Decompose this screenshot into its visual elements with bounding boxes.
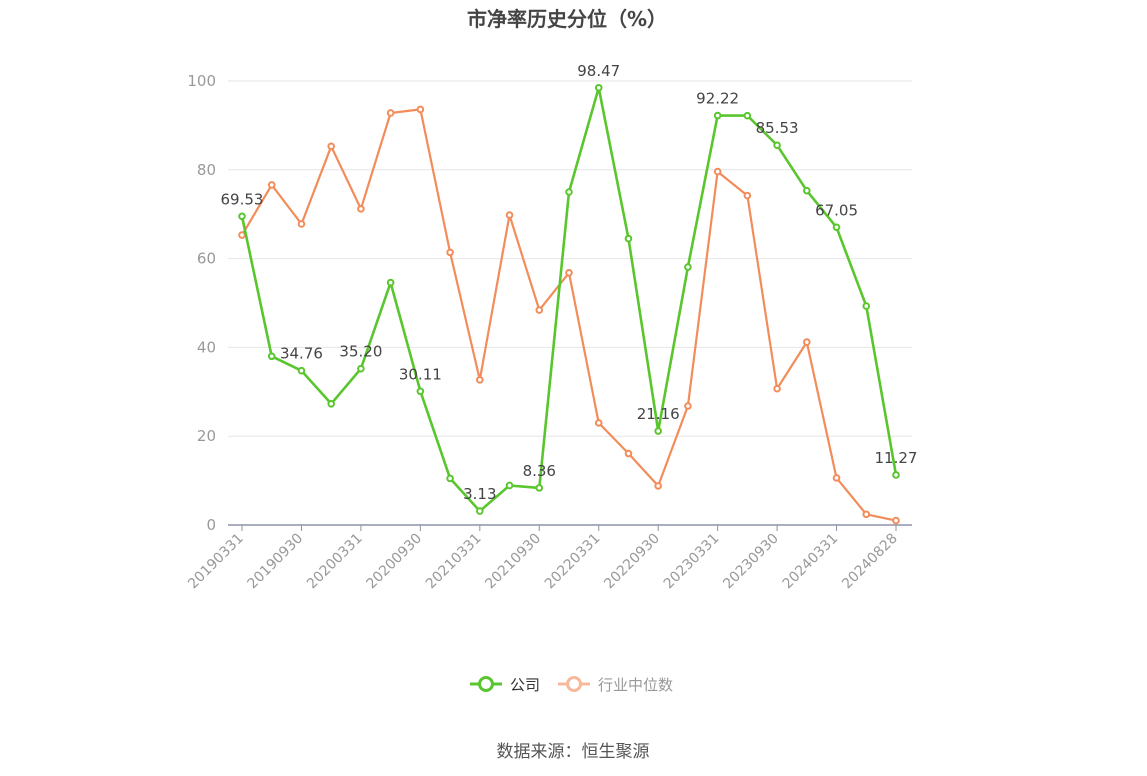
chart-title: 市净率历史分位（%）: [467, 7, 667, 31]
data-point[interactable]: [446, 248, 454, 257]
x-tick-label: 20230930: [720, 531, 782, 593]
data-point[interactable]: [803, 186, 811, 195]
legend: 公司 行业中位数: [470, 676, 673, 694]
data-point[interactable]: [565, 188, 573, 196]
data-point[interactable]: [238, 212, 246, 221]
data-point[interactable]: [832, 474, 841, 482]
data-point[interactable]: [713, 111, 722, 120]
legend-item-company[interactable]: 公司: [470, 676, 540, 694]
data-label: 92.22: [696, 90, 739, 108]
data-point[interactable]: [862, 302, 871, 310]
data-point[interactable]: [357, 364, 365, 373]
series-line: [240, 86, 898, 513]
data-point[interactable]: [505, 211, 514, 219]
data-label: 35.20: [339, 343, 382, 361]
y-tick-label: 20: [197, 427, 216, 445]
data-label: 11.27: [875, 449, 918, 467]
data-label: 30.11: [399, 365, 442, 383]
data-label: 67.05: [815, 201, 858, 219]
data-point[interactable]: [773, 141, 781, 150]
data-label: 69.53: [221, 190, 264, 208]
data-point[interactable]: [267, 181, 276, 189]
data-point[interactable]: [743, 111, 752, 120]
data-point[interactable]: [297, 220, 306, 228]
data-point[interactable]: [624, 234, 633, 243]
data-point[interactable]: [535, 306, 544, 314]
data-point[interactable]: [238, 231, 246, 239]
data-label: 98.47: [577, 62, 620, 80]
data-point[interactable]: [565, 269, 573, 277]
x-tick-label: 20240331: [780, 531, 842, 593]
data-label: 3.13: [463, 485, 496, 503]
data-point[interactable]: [832, 223, 841, 232]
data-point[interactable]: [327, 142, 335, 151]
y-tick-label: 0: [206, 516, 216, 534]
data-point[interactable]: [594, 83, 603, 92]
data-point[interactable]: [446, 474, 454, 483]
source-note: 数据来源：恒生聚源: [497, 742, 650, 762]
legend-item-industry-median[interactable]: 行业中位数: [558, 676, 673, 694]
data-point[interactable]: [386, 109, 395, 117]
x-tick-label: 20190331: [185, 531, 247, 593]
data-point[interactable]: [743, 191, 752, 200]
legend-marker-industry-median: [566, 676, 582, 692]
data-point[interactable]: [773, 384, 781, 393]
data-labels: 69.53 34.76 35.20 30.11 3.13 8.36 98.47 21.16 92…: [221, 62, 918, 503]
series-industry-median: [238, 105, 900, 525]
x-tick-label: 20240828: [839, 531, 901, 593]
data-point[interactable]: [416, 387, 425, 396]
data-label: 85.53: [756, 119, 799, 137]
data-point[interactable]: [892, 516, 900, 525]
x-tick-label: 20200331: [304, 531, 366, 593]
data-point[interactable]: [594, 419, 603, 427]
series-line: [241, 108, 897, 522]
data-point[interactable]: [357, 205, 365, 213]
data-label: 21.16: [637, 405, 680, 423]
data-point[interactable]: [684, 263, 692, 271]
data-point[interactable]: [267, 352, 276, 361]
data-point[interactable]: [713, 167, 722, 176]
data-point[interactable]: [476, 376, 484, 384]
data-point[interactable]: [624, 449, 633, 458]
x-tick-label: 20200930: [363, 531, 425, 593]
data-point[interactable]: [476, 507, 484, 515]
x-tick-label: 20220930: [601, 531, 663, 593]
x-tick-label: 20220331: [542, 531, 604, 593]
data-label: 34.76: [280, 345, 323, 363]
data-point[interactable]: [892, 471, 900, 479]
data-point[interactable]: [297, 366, 306, 375]
x-tick-label: 20210331: [423, 531, 485, 593]
data-point[interactable]: [654, 427, 662, 435]
legend-label-company: 公司: [510, 676, 540, 694]
data-label: 8.36: [523, 462, 556, 480]
y-tick-label: 80: [197, 161, 216, 179]
x-tick-label: 20230331: [661, 531, 723, 593]
y-tick-label: 100: [187, 72, 216, 90]
data-point[interactable]: [327, 399, 335, 408]
plot-area: [238, 83, 900, 525]
data-point[interactable]: [416, 105, 425, 114]
data-point[interactable]: [684, 402, 692, 410]
data-point[interactable]: [386, 278, 395, 287]
data-point[interactable]: [535, 484, 544, 492]
data-point[interactable]: [862, 510, 871, 519]
y-tick-label: 40: [197, 338, 216, 356]
x-tick-label: 20210930: [482, 531, 544, 593]
x-axis: 2019033120190930202003312020093020210331…: [185, 524, 912, 593]
legend-label-industry-median: 行业中位数: [598, 676, 673, 694]
data-point[interactable]: [505, 481, 514, 490]
legend-marker-company: [478, 676, 494, 692]
data-point[interactable]: [803, 338, 811, 346]
series-company: [238, 83, 900, 515]
data-point[interactable]: [654, 482, 662, 490]
y-tick-label: 60: [197, 250, 216, 268]
x-tick-label: 20190930: [245, 531, 307, 593]
